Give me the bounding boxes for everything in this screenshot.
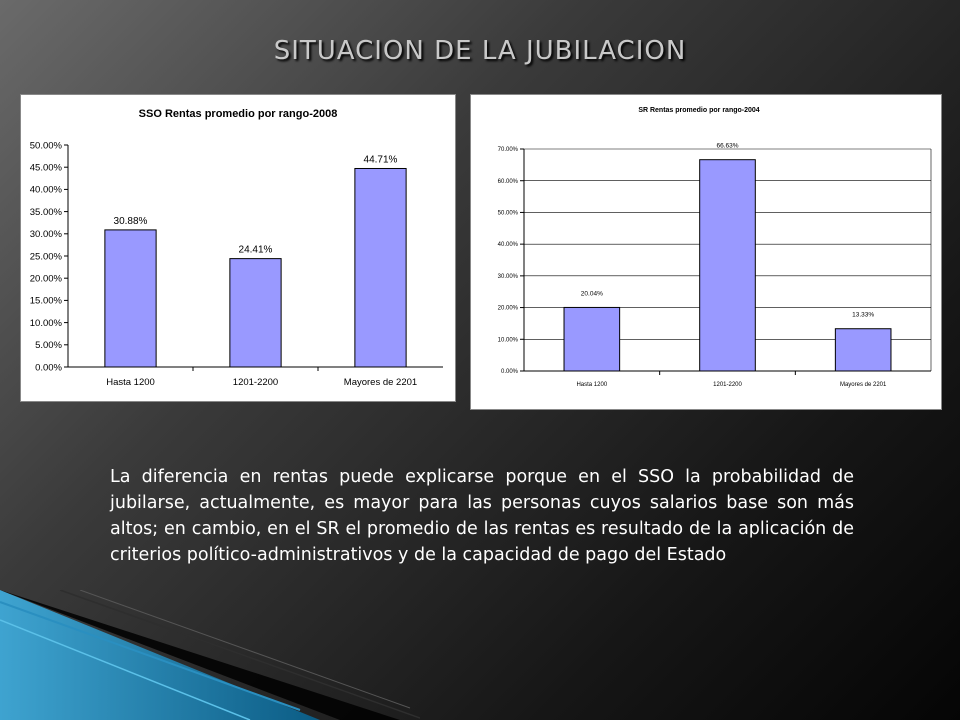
sso-bar-1 <box>104 229 157 368</box>
sr-y-tick-label: 60.00% <box>498 179 519 185</box>
sso-bar-3 <box>354 167 407 368</box>
sso-bar-chart: SSO Rentas promedio por rango-2008 0.00% 5… <box>30 108 443 388</box>
sr-bar-3 <box>834 328 892 372</box>
sr-category-label-3: Mayores de 2201 <box>840 382 887 388</box>
sso-y-tick-label: 20.00% <box>30 274 63 285</box>
sr-y-tick-label: 50.00% <box>498 211 519 217</box>
sr-bar-1 <box>563 306 621 372</box>
sr-category-label-1: Hasta 1200 <box>576 382 607 388</box>
sso-y-tick-label: 50.00% <box>30 140 63 151</box>
sso-y-tick-label: 0.00% <box>35 362 62 373</box>
sr-category-label-2: 1201-2200 <box>713 382 742 388</box>
sso-data-label-1: 30.88% <box>114 216 148 227</box>
sso-category-label-3: Mayores de 2201 <box>344 377 417 388</box>
sr-bar-2 <box>699 159 756 372</box>
sso-chart-title: SSO Rentas promedio por rango-2008 <box>139 108 338 120</box>
sso-category-label-2: 1201-2200 <box>233 377 278 388</box>
sr-y-tick-label: 70.00% <box>498 147 519 153</box>
sr-y-tick-label: 20.00% <box>498 306 519 312</box>
sso-y-tick-label: 45.00% <box>30 163 63 174</box>
sr-y-tick-label: 40.00% <box>498 242 519 248</box>
sr-bar-chart: SR Rentas promedio por rango-2004 0.00% 10… <box>498 107 932 388</box>
explanation-paragraph: La diferencia en rentas puede explicarse… <box>110 467 854 565</box>
sr-chart-title: SR Rentas promedio por rango-2004 <box>638 107 759 114</box>
sso-y-tick-label: 15.00% <box>30 296 63 307</box>
sso-data-label-3: 44.71% <box>364 154 398 165</box>
sso-y-tick-label: 10.00% <box>30 318 63 329</box>
sr-chart-panel: SR Rentas promedio por rango-2004 0.00% 10… <box>470 94 942 410</box>
sso-data-label-2: 24.41% <box>239 245 273 256</box>
sso-y-tick-label: 5.00% <box>35 340 62 351</box>
sso-y-tick-label: 35.00% <box>30 207 63 218</box>
sso-y-tick-label: 30.00% <box>30 229 63 240</box>
sso-y-tick-label: 25.00% <box>30 251 63 262</box>
sr-data-label-1: 20.04% <box>581 290 603 297</box>
sr-y-tick-label: 0.00% <box>501 369 519 375</box>
slide-title: SITUACION DE LA JUBILACION <box>273 36 687 66</box>
sso-y-tick-label: 40.00% <box>30 185 63 196</box>
sr-data-label-3: 13.33% <box>852 312 874 319</box>
sso-bar-2 <box>229 258 282 368</box>
sr-y-tick-label: 30.00% <box>498 274 519 280</box>
sr-data-label-2: 66.63% <box>716 143 738 150</box>
decorative-blue-stripes <box>0 590 420 720</box>
sso-category-label-1: Hasta 1200 <box>106 377 155 388</box>
sr-y-tick-label: 10.00% <box>498 337 519 343</box>
sso-chart-panel: SSO Rentas promedio por rango-2008 0.00% 5… <box>20 94 456 402</box>
